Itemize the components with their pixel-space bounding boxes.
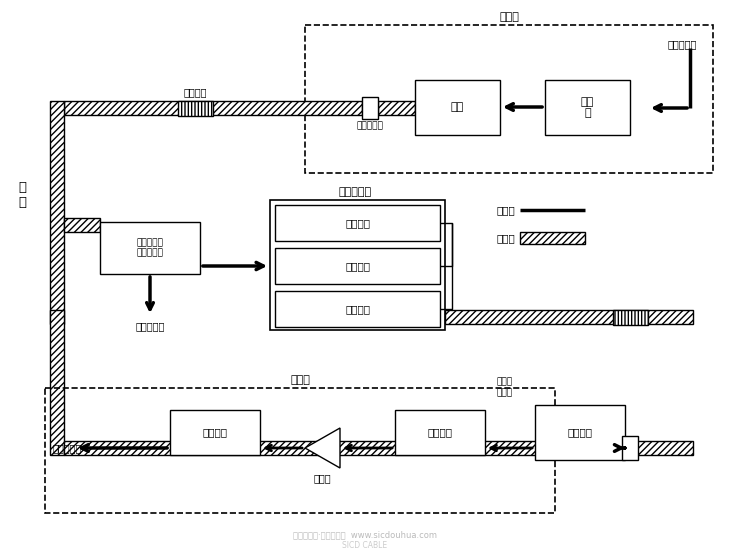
Bar <box>64 101 362 115</box>
Text: 电信号输入: 电信号输入 <box>667 39 697 49</box>
Bar <box>378 101 415 115</box>
Bar <box>622 436 638 460</box>
Text: 光
缆: 光 缆 <box>18 181 26 209</box>
Bar <box>50 310 64 455</box>
Text: 电再生器: 电再生器 <box>345 261 370 271</box>
Text: 发端机: 发端机 <box>499 12 519 22</box>
Bar <box>275 291 440 327</box>
Bar <box>395 410 485 455</box>
Text: 光发送盒: 光发送盒 <box>183 87 207 97</box>
Text: 光滤波
解调器: 光滤波 解调器 <box>497 378 513 397</box>
Text: 电端
机: 电端 机 <box>581 97 594 118</box>
Bar <box>50 101 64 324</box>
Text: 光源: 光源 <box>451 102 464 112</box>
Bar <box>100 222 200 274</box>
Text: 光纤耦合器
合融器代束: 光纤耦合器 合融器代束 <box>137 238 164 258</box>
Bar <box>64 441 693 455</box>
Bar <box>445 310 693 324</box>
Bar <box>613 310 648 325</box>
Text: 光发送器: 光发送器 <box>345 304 370 314</box>
Bar <box>270 200 445 330</box>
Text: 光解调器: 光解调器 <box>202 427 227 437</box>
Text: 光接收器: 光接收器 <box>428 427 452 437</box>
Text: 光信号: 光信号 <box>496 233 515 243</box>
Bar <box>362 97 378 119</box>
Bar <box>545 80 630 135</box>
Bar <box>415 80 500 135</box>
Bar <box>520 232 585 244</box>
Text: 光放大器: 光放大器 <box>567 427 593 437</box>
Text: 再生中继器: 再生中继器 <box>338 187 371 197</box>
Bar <box>275 248 440 284</box>
Text: 光纤连接器: 光纤连接器 <box>357 122 384 131</box>
Text: 收端机: 收端机 <box>290 375 310 385</box>
Text: 电信号: 电信号 <box>496 205 515 215</box>
Bar <box>45 388 555 513</box>
Text: 接续盒备份: 接续盒备份 <box>135 321 164 331</box>
Text: 光检测器: 光检测器 <box>345 218 370 228</box>
Text: 数字电视网·数字电视网  www.sicdouhua.com: 数字电视网·数字电视网 www.sicdouhua.com <box>293 530 437 540</box>
Text: 放大器: 放大器 <box>314 473 331 483</box>
Bar <box>64 218 100 232</box>
Polygon shape <box>305 428 340 468</box>
Bar <box>178 101 213 116</box>
Text: SICD CABLE: SICD CABLE <box>342 541 387 550</box>
Text: 电信号输出: 电信号输出 <box>53 443 83 453</box>
Bar <box>535 405 625 460</box>
Bar <box>305 25 713 173</box>
Bar <box>170 410 260 455</box>
Bar <box>275 205 440 241</box>
